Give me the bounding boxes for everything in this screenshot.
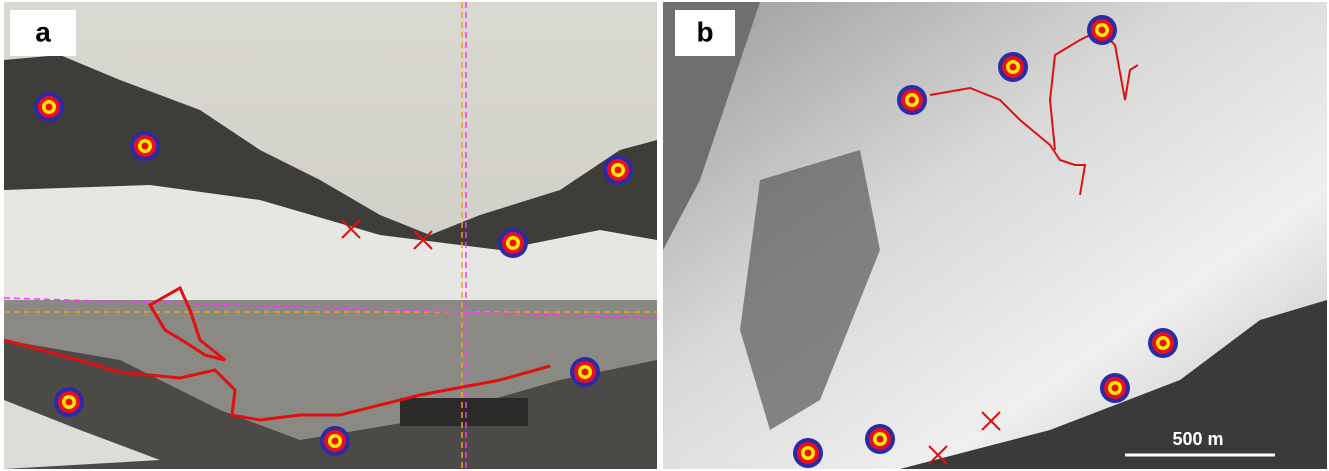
- target-ring: [510, 240, 517, 247]
- target-ring: [66, 399, 73, 406]
- panel-label: a: [35, 16, 51, 47]
- target-ring: [142, 143, 149, 150]
- target-ring: [805, 450, 812, 457]
- target: [1100, 373, 1130, 403]
- target: [498, 228, 528, 258]
- target-ring: [1010, 64, 1017, 71]
- panel-a-photo: [4, 2, 657, 469]
- target-ring: [1112, 385, 1119, 392]
- target: [570, 357, 600, 387]
- target-ring: [582, 369, 589, 376]
- target: [54, 387, 84, 417]
- target: [320, 426, 350, 456]
- target-ring: [332, 438, 339, 445]
- target: [1148, 328, 1178, 358]
- target: [793, 438, 823, 468]
- target: [1087, 15, 1117, 45]
- target-ring: [909, 97, 916, 104]
- target: [34, 92, 64, 122]
- target: [130, 131, 160, 161]
- panel-label: b: [696, 16, 713, 47]
- target: [603, 155, 633, 185]
- target: [897, 85, 927, 115]
- figure: 500 m a b: [0, 0, 1329, 471]
- target-ring: [1099, 27, 1106, 34]
- panel-b-photo: 500 m: [663, 2, 1327, 469]
- scale-bar-label: 500 m: [1172, 429, 1223, 449]
- target: [865, 424, 895, 454]
- target-ring: [877, 436, 884, 443]
- target-ring: [1160, 340, 1167, 347]
- target-ring: [46, 104, 53, 111]
- target: [998, 52, 1028, 82]
- target-ring: [615, 167, 622, 174]
